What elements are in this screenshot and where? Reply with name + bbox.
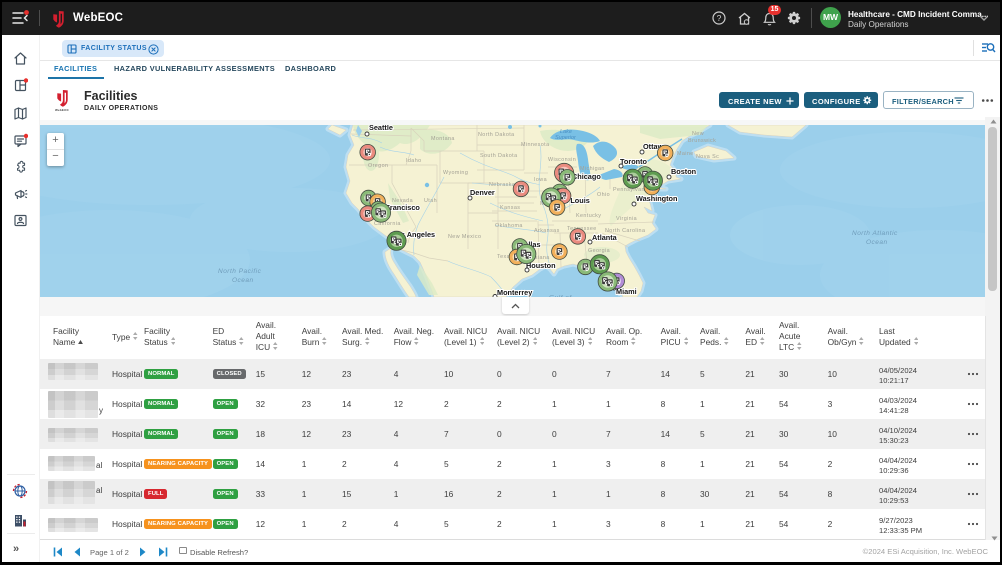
svg-text:Oregon: Oregon bbox=[368, 163, 388, 169]
svg-text:Superior: Superior bbox=[555, 135, 577, 141]
svg-text:Ohio: Ohio bbox=[597, 192, 610, 198]
svg-text:Tennessee: Tennessee bbox=[567, 226, 597, 232]
svg-text:Los Angeles: Los Angeles bbox=[392, 230, 435, 239]
svg-text:Nova Sc: Nova Sc bbox=[696, 154, 719, 160]
svg-text:Texas: Texas bbox=[497, 254, 513, 260]
svg-text:Brunswick: Brunswick bbox=[688, 138, 716, 144]
svg-text:Denver: Denver bbox=[470, 188, 495, 197]
svg-text:San Francisco: San Francisco bbox=[370, 203, 420, 212]
svg-text:?: ? bbox=[717, 13, 722, 23]
svg-text:Wyoming: Wyoming bbox=[443, 170, 468, 176]
svg-text:Minnesota: Minnesota bbox=[521, 142, 549, 148]
svg-text:Lake: Lake bbox=[560, 129, 572, 135]
svg-text:Washington: Washington bbox=[636, 194, 677, 203]
svg-text:North Carolina: North Carolina bbox=[605, 228, 645, 234]
svg-text:Arkansas: Arkansas bbox=[534, 228, 560, 234]
svg-text:North Pacific: North Pacific bbox=[218, 268, 262, 275]
svg-text:South Dakota: South Dakota bbox=[480, 153, 517, 159]
svg-text:New: New bbox=[692, 131, 704, 137]
svg-text:North Atlantic: North Atlantic bbox=[852, 230, 898, 237]
svg-text:New Mexico: New Mexico bbox=[448, 234, 481, 240]
svg-text:California: California bbox=[374, 221, 401, 227]
svg-text:Dallas: Dallas bbox=[519, 240, 541, 249]
svg-text:Nevada: Nevada bbox=[392, 198, 413, 204]
svg-text:Georgia: Georgia bbox=[588, 248, 610, 254]
svg-text:Toronto: Toronto bbox=[620, 157, 648, 166]
svg-text:Pennsylvania: Pennsylvania bbox=[613, 187, 650, 193]
svg-text:Boston: Boston bbox=[671, 167, 696, 176]
svg-text:North Dakota: North Dakota bbox=[478, 132, 515, 138]
svg-text:Kansas: Kansas bbox=[500, 205, 520, 211]
svg-text:Ottawa: Ottawa bbox=[643, 142, 668, 151]
svg-text:Chicago: Chicago bbox=[572, 172, 601, 181]
svg-text:Oklahoma: Oklahoma bbox=[495, 223, 523, 229]
svg-text:St. Louis: St. Louis bbox=[559, 196, 590, 205]
svg-text:Virginia: Virginia bbox=[616, 216, 637, 222]
svg-text:Montana: Montana bbox=[431, 136, 455, 142]
svg-text:Ocean: Ocean bbox=[232, 277, 254, 284]
svg-text:Atlanta: Atlanta bbox=[592, 233, 618, 242]
svg-text:Nebraska: Nebraska bbox=[489, 182, 515, 188]
svg-text:Monterrey: Monterrey bbox=[497, 288, 533, 297]
svg-text:Seattle: Seattle bbox=[369, 125, 393, 132]
svg-text:Ocean: Ocean bbox=[866, 239, 888, 246]
svg-text:Gulf of: Gulf of bbox=[549, 295, 572, 298]
svg-text:Louisiana: Louisiana bbox=[523, 255, 550, 261]
svg-text:Miami: Miami bbox=[616, 287, 637, 296]
svg-text:Idaho: Idaho bbox=[406, 158, 422, 164]
svg-text:Michigan: Michigan bbox=[580, 166, 605, 172]
svg-text:Houston: Houston bbox=[526, 261, 556, 270]
svg-text:Wisconsin: Wisconsin bbox=[548, 157, 576, 163]
svg-text:Utah: Utah bbox=[424, 198, 437, 204]
svg-text:Maine: Maine bbox=[677, 151, 694, 157]
svg-text:Kentucky: Kentucky bbox=[576, 213, 601, 219]
svg-text:Iowa: Iowa bbox=[534, 177, 547, 183]
